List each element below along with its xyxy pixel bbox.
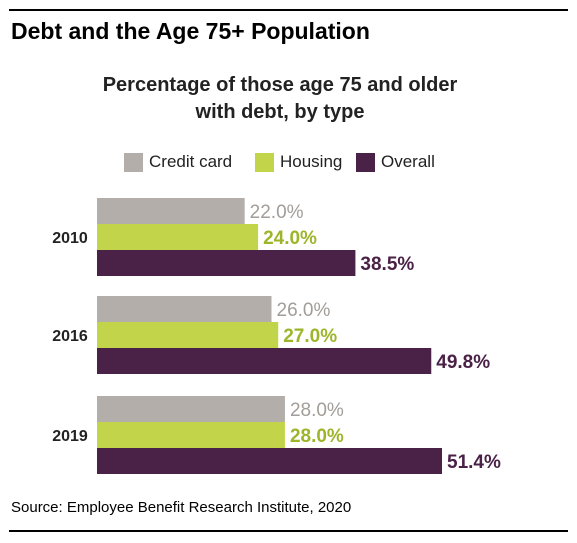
bottom-rule: [9, 530, 568, 532]
legend-item-credit-card: Credit card: [124, 150, 232, 174]
legend-item-overall: Overall: [356, 150, 435, 174]
legend-item-housing: Housing: [255, 150, 342, 174]
legend-label-housing: Housing: [280, 152, 343, 171]
source-note: Source: Employee Benefit Research Instit…: [11, 499, 352, 516]
bar-housing-2016: [97, 322, 279, 348]
legend-label-credit-card: Credit card: [149, 152, 233, 171]
legend-swatch-housing: [255, 152, 274, 172]
bar-overall-2010: [97, 250, 356, 276]
data-label-credit-card-2019: 28.0%: [290, 400, 344, 421]
bar-chart: 2010 22.0% 24.0% 38.5% 2016 26.0% 27.0% 49.8% 20…: [52, 198, 501, 474]
page-title: Debt and the Age 75+ Population: [11, 18, 370, 44]
category-label-2016: 2016: [52, 328, 88, 345]
data-label-housing-2019: 28.0%: [290, 426, 344, 447]
data-label-credit-card-2010: 22.0%: [250, 202, 304, 223]
legend-label-overall: Overall: [381, 152, 435, 171]
data-label-housing-2010: 24.0%: [263, 228, 317, 249]
data-label-credit-card-2016: 26.0%: [277, 300, 331, 321]
category-label-2019: 2019: [52, 428, 88, 445]
data-label-overall-2016: 49.8%: [436, 352, 490, 373]
bar-housing-2010: [97, 224, 259, 250]
bar-housing-2019: [97, 422, 285, 448]
bar-overall-2016: [97, 348, 432, 374]
chart-title-line-1: Percentage of those age 75 and older: [102, 74, 458, 96]
chart-title: Percentage of those age 75 and older wit…: [0, 72, 560, 126]
data-label-overall-2019: 51.4%: [447, 452, 501, 473]
bar-credit-card-2019: [97, 396, 285, 422]
data-label-housing-2016: 27.0%: [283, 326, 337, 347]
chart-title-line-2: with debt, by type: [195, 101, 365, 123]
top-rule: [9, 9, 568, 11]
legend-swatch-overall: [356, 152, 375, 172]
bar-credit-card-2010: [97, 198, 245, 224]
data-label-overall-2010: 38.5%: [360, 254, 414, 275]
category-label-2010: 2010: [52, 230, 88, 247]
bar-credit-card-2016: [97, 296, 272, 322]
legend-swatch-credit-card: [124, 152, 143, 172]
bar-overall-2019: [97, 448, 442, 474]
